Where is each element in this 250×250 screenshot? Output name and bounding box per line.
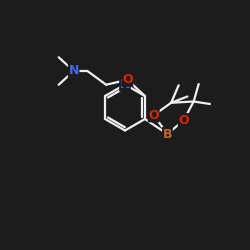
Text: O: O (148, 109, 159, 122)
Text: N: N (68, 64, 79, 78)
Text: B: B (163, 128, 172, 140)
Text: O: O (178, 114, 189, 127)
Text: N: N (120, 78, 130, 91)
Text: O: O (122, 73, 133, 86)
